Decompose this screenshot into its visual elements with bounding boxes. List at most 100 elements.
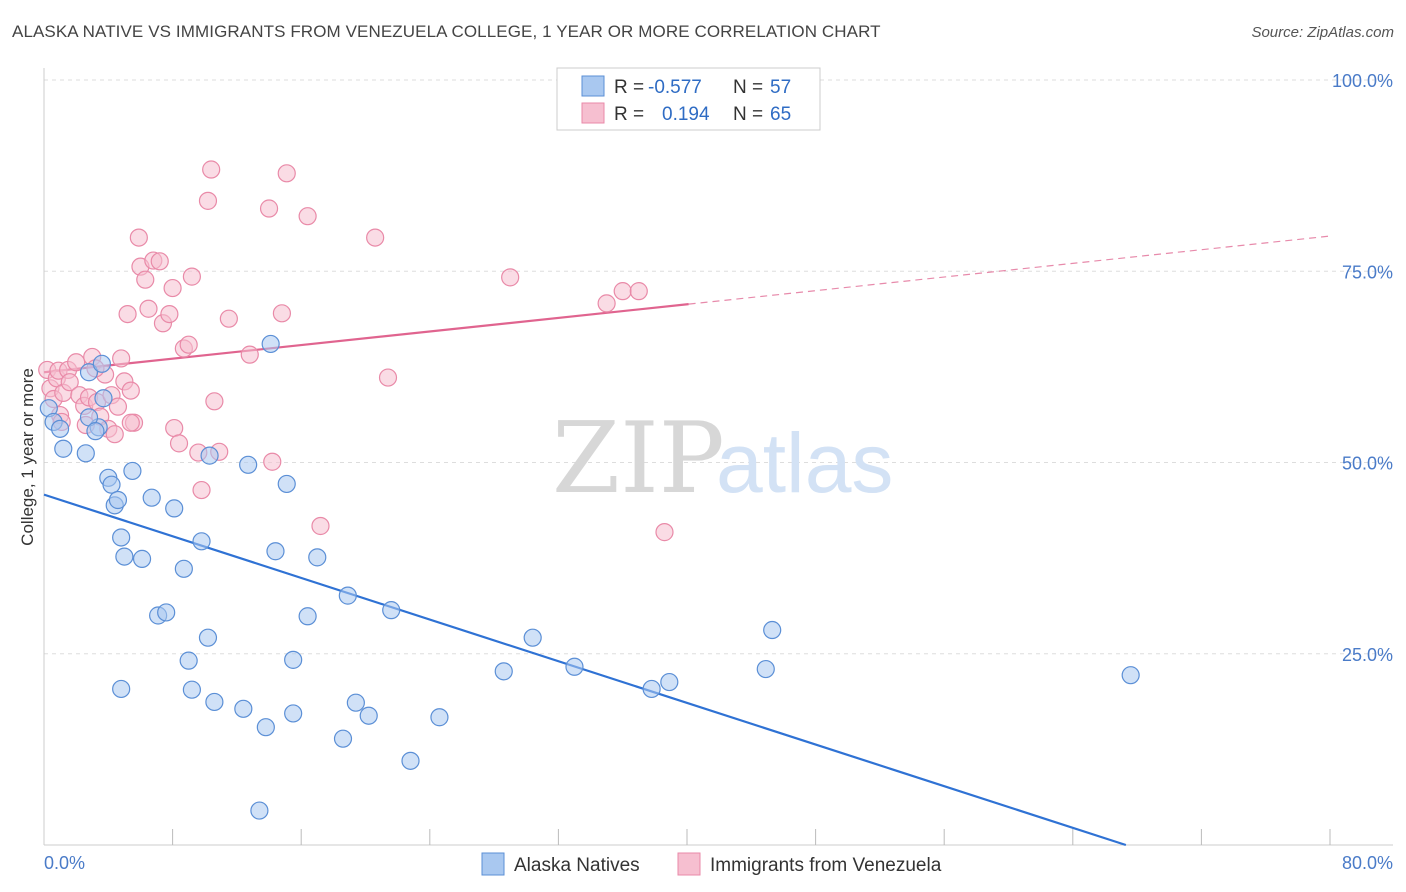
chart-source: Source: ZipAtlas.com — [1251, 24, 1394, 41]
data-point-alaska-natives — [660, 672, 679, 692]
x-ticks — [172, 829, 1331, 845]
stats-r-value-blue: -0.577 — [648, 77, 702, 98]
x-tick-label-min: 0.0% — [44, 853, 85, 873]
chart-title: ALASKA NATIVE VS IMMIGRANTS FROM VENEZUE… — [12, 22, 881, 41]
data-point-immigrants-from-venezuela — [192, 480, 211, 500]
stats-n-label-pink: N = — [733, 104, 763, 125]
stats-legend: R = -0.577 N = 57 R = 0.194 N = 65 — [556, 67, 821, 131]
data-point-immigrants-from-venezuela — [202, 160, 221, 179]
data-point-immigrants-from-venezuela — [60, 373, 79, 392]
grid-lines — [44, 79, 1393, 655]
trend-lines — [43, 235, 1331, 847]
y-tick-label: 75.0% — [1342, 262, 1393, 282]
stats-r-label-pink: R = — [614, 104, 644, 125]
data-point-immigrants-from-venezuela — [150, 252, 169, 271]
data-point-alaska-natives — [108, 490, 128, 510]
legend-label-immigrants-from-venezuela: Immigrants from Venezuela — [710, 855, 942, 876]
data-point-alaska-natives — [346, 693, 365, 712]
data-point-alaska-natives — [1121, 666, 1140, 685]
data-point-alaska-natives — [523, 628, 542, 647]
data-point-alaska-natives — [642, 679, 661, 699]
data-point-immigrants-from-venezuela — [179, 335, 198, 354]
y-tick-label: 25.0% — [1342, 645, 1393, 665]
data-point-alaska-natives — [277, 474, 296, 494]
x-tick-label-max: 80.0% — [1342, 853, 1393, 873]
data-point-alaska-natives — [256, 718, 275, 737]
trend-line-extension-immigrants-from-venezuela — [688, 235, 1331, 305]
trend-line-immigrants-from-venezuela — [43, 303, 689, 374]
stats-legend-swatch-pink — [581, 102, 605, 124]
data-point-alaska-natives — [239, 455, 258, 474]
data-point-immigrants-from-venezuela — [629, 282, 648, 301]
data-point-immigrants-from-venezuela — [108, 397, 128, 416]
data-point-alaska-natives — [112, 679, 131, 699]
data-point-alaska-natives — [756, 659, 775, 679]
data-point-alaska-natives — [200, 446, 219, 465]
data-point-immigrants-from-venezuela — [205, 392, 224, 411]
data-point-alaska-natives — [298, 607, 317, 626]
stats-n-label-blue: N = — [733, 77, 763, 98]
data-point-alaska-natives — [430, 708, 449, 727]
data-point-alaska-natives — [308, 548, 327, 567]
data-point-immigrants-from-venezuela — [169, 434, 189, 453]
data-point-alaska-natives — [205, 692, 224, 712]
data-point-immigrants-from-venezuela — [272, 304, 292, 323]
data-point-immigrants-from-venezuela — [163, 278, 182, 298]
data-point-immigrants-from-venezuela — [118, 304, 137, 324]
data-point-alaska-natives — [132, 549, 152, 568]
data-point-alaska-natives — [182, 680, 201, 699]
data-point-alaska-natives — [174, 559, 193, 578]
watermark-zip: ZIP — [552, 402, 725, 516]
data-point-alaska-natives — [76, 444, 95, 463]
data-point-immigrants-from-venezuela — [613, 282, 632, 301]
data-point-alaska-natives — [179, 651, 198, 670]
data-point-alaska-natives — [565, 657, 584, 676]
watermark-atlas: atlas — [716, 416, 893, 510]
data-point-alaska-natives — [338, 586, 357, 605]
data-point-alaska-natives — [359, 706, 378, 725]
data-point-alaska-natives — [79, 363, 99, 382]
data-point-alaska-natives — [250, 801, 269, 820]
data-point-immigrants-from-venezuela — [165, 418, 184, 438]
y-axis-label: College, 1 year or more — [18, 368, 37, 546]
data-point-immigrants-from-venezuela — [198, 191, 218, 210]
data-point-alaska-natives — [401, 751, 420, 770]
data-point-immigrants-from-venezuela — [67, 353, 86, 372]
data-point-alaska-natives — [112, 528, 131, 547]
data-point-immigrants-from-venezuela — [182, 267, 201, 286]
data-point-alaska-natives — [284, 704, 303, 723]
data-point-alaska-natives — [494, 662, 513, 681]
data-point-alaska-natives — [94, 389, 113, 408]
data-point-alaska-natives — [123, 461, 142, 481]
stats-n-value-pink: 65 — [770, 104, 791, 125]
y-tick-labels: 25.0% 50.0% 75.0% 100.0% — [1332, 71, 1393, 665]
data-point-alaska-natives — [763, 620, 782, 640]
data-point-alaska-natives — [266, 542, 285, 561]
data-point-alaska-natives — [86, 422, 105, 441]
axes — [43, 68, 1393, 846]
data-point-immigrants-from-venezuela — [277, 164, 296, 183]
trend-line-alaska-natives — [43, 493, 1127, 847]
data-point-immigrants-from-venezuela — [655, 523, 674, 542]
data-point-alaska-natives — [54, 439, 73, 458]
y-tick-label: 100.0% — [1332, 71, 1393, 91]
stats-r-label-blue: R = — [614, 77, 644, 98]
data-point-alaska-natives — [382, 601, 401, 620]
data-point-immigrants-from-venezuela — [311, 516, 330, 536]
legend-label-alaska-natives: Alaska Natives — [514, 855, 640, 876]
data-point-alaska-natives — [192, 532, 211, 551]
y-tick-label: 50.0% — [1342, 454, 1393, 474]
data-point-alaska-natives — [165, 499, 184, 518]
data-point-immigrants-from-venezuela — [121, 413, 140, 432]
data-point-alaska-natives — [198, 628, 218, 647]
stats-r-value-pink: 0.194 — [662, 104, 710, 125]
data-point-alaska-natives — [261, 334, 280, 354]
data-point-immigrants-from-venezuela — [366, 228, 385, 247]
legend-swatch-alaska-natives — [481, 852, 505, 876]
data-point-alaska-natives — [142, 488, 161, 507]
data-point-immigrants-from-venezuela — [129, 228, 148, 247]
series-legend: Alaska Natives Immigrants from Venezuela — [481, 852, 942, 876]
data-point-alaska-natives — [284, 650, 303, 669]
series-alaska-natives — [39, 334, 1140, 820]
